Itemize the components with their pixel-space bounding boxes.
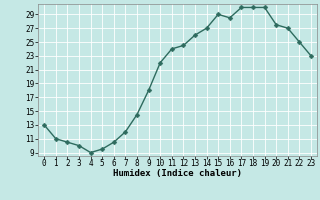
X-axis label: Humidex (Indice chaleur): Humidex (Indice chaleur) [113, 169, 242, 178]
